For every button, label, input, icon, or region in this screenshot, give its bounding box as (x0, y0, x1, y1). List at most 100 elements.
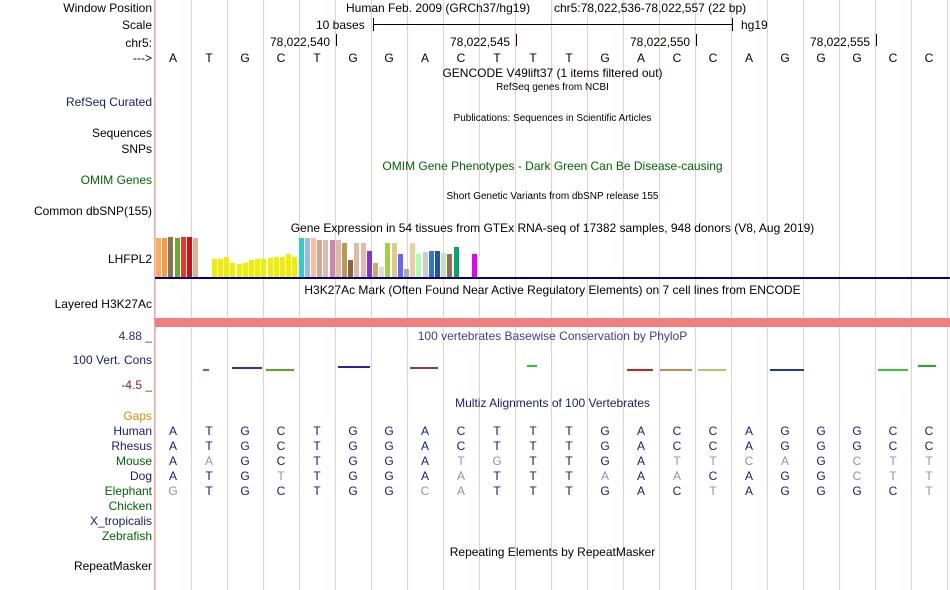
species-label[interactable]: Rhesus (111, 439, 152, 453)
scale-bar (373, 24, 732, 25)
aligned-base: C (888, 484, 898, 498)
gtex-tissue-bar[interactable] (323, 240, 328, 277)
gtex-tissue-bar[interactable] (454, 247, 459, 277)
gtex-tissue-bar[interactable] (305, 238, 310, 277)
snps-track-label[interactable]: SNPs (121, 142, 152, 156)
gtex-tissue-bar[interactable] (255, 259, 260, 277)
refseq-track-label[interactable]: RefSeq Curated (65, 95, 152, 109)
gtex-tissue-bar[interactable] (311, 238, 316, 277)
gtex-tissue-bar[interactable] (466, 248, 471, 277)
gtex-tissue-bar[interactable] (193, 238, 198, 277)
gtex-tissue-bar[interactable] (373, 263, 378, 277)
species-label[interactable]: Human (113, 424, 152, 438)
repeatmasker-track-label[interactable]: RepeatMasker (73, 559, 152, 573)
h3k27ac-track-label[interactable]: Layered H3K27Ac (54, 297, 152, 311)
species-label[interactable]: Zebrafish (101, 529, 152, 543)
gtex-tissue-bar[interactable] (175, 238, 180, 277)
gtex-tissue-bar[interactable] (280, 257, 285, 277)
gtex-tissue-bar[interactable] (485, 263, 490, 277)
base-gridline (263, 0, 264, 590)
gtex-tissue-bar[interactable] (348, 260, 353, 277)
window-position-value[interactable]: chr5:78,022,536-78,022,557 (22 bp) (554, 1, 747, 15)
omim-track-label[interactable]: OMIM Genes (80, 173, 152, 187)
species-label[interactable]: Chicken (108, 499, 152, 513)
aligned-base: G (816, 439, 826, 453)
gtex-tissue-bar[interactable] (168, 237, 173, 277)
gtex-tissue-bar[interactable] (385, 243, 390, 277)
gtex-tissue-bar[interactable] (187, 237, 192, 277)
aligned-base: A (744, 424, 753, 438)
gtex-tissue-bar[interactable] (361, 243, 366, 277)
h3k27ac-signal[interactable] (155, 318, 950, 327)
gtex-tissue-bar[interactable] (292, 257, 297, 277)
base-gridline (407, 0, 408, 590)
repeatmasker-track-title[interactable]: Repeating Elements by RepeatMasker (449, 545, 656, 559)
aligned-base: C (852, 454, 862, 468)
gencode-track-title[interactable]: GENCODE V49lift37 (1 items filtered out) (442, 66, 663, 80)
species-label[interactable]: Elephant (104, 484, 152, 498)
gtex-tissue-bar[interactable] (398, 254, 403, 277)
gtex-tissue-bar[interactable] (181, 237, 186, 277)
aligned-base: G (816, 424, 826, 438)
multiz-track-title[interactable]: Multiz Alignments of 100 Vertebrates (455, 396, 650, 410)
gtex-tissue-bar[interactable] (447, 254, 452, 277)
gtex-tissue-bar[interactable] (286, 254, 291, 277)
phylop-score-mark (203, 369, 209, 371)
gtex-tissue-bar[interactable] (237, 264, 242, 277)
gtex-tissue-bar[interactable] (162, 238, 167, 277)
gtex-tissue-bar[interactable] (441, 253, 446, 277)
phylop-track-title[interactable]: 100 vertebrates Basewise Conservation by… (417, 329, 688, 343)
species-label[interactable]: Mouse (115, 454, 152, 468)
gtex-tissue-bar[interactable] (392, 243, 397, 277)
gtex-tissue-bar[interactable] (472, 254, 477, 277)
h3k27ac-track-title[interactable]: H3K27Ac Mark (Often Found Near Active Re… (304, 283, 801, 297)
gtex-tissue-bar[interactable] (249, 260, 254, 277)
species-label[interactable]: Dog (129, 469, 152, 483)
phylop-track-label[interactable]: 100 Vert. Cons (72, 353, 152, 367)
aligned-base: T (205, 469, 213, 483)
gtex-tissue-bar[interactable] (261, 259, 266, 277)
sequences-track-label[interactable]: Sequences (91, 126, 152, 140)
aligned-base: G (240, 439, 250, 453)
gtex-gene-label[interactable]: LHFPL2 (107, 252, 152, 266)
species-label[interactable]: X_tropicalis (89, 514, 152, 528)
aligned-base: C (672, 484, 682, 498)
gtex-tissue-bar[interactable] (156, 238, 161, 277)
gtex-tissue-bar[interactable] (423, 252, 428, 277)
base-gridline (875, 0, 876, 590)
gtex-tissue-bar[interactable] (206, 238, 211, 277)
aligned-base: G (492, 454, 502, 468)
gtex-tissue-bar[interactable] (199, 238, 204, 277)
gtex-tissue-bar[interactable] (354, 243, 359, 277)
aligned-base: G (240, 484, 250, 498)
dbsnp-track-label[interactable]: Common dbSNP(155) (33, 204, 152, 218)
omim-track-title[interactable]: OMIM Gene Phenotypes - Dark Green Can Be… (382, 159, 723, 173)
gtex-tissue-bar[interactable] (317, 240, 322, 277)
gtex-tissue-bar[interactable] (460, 251, 465, 277)
gtex-tissue-bar[interactable] (416, 254, 421, 277)
reference-base: G (852, 51, 862, 65)
gtex-tissue-bar[interactable] (379, 267, 384, 277)
gtex-tissue-bar[interactable] (299, 238, 304, 277)
gtex-tissue-bar[interactable] (336, 240, 341, 277)
gtex-tissue-bar[interactable] (435, 251, 440, 277)
gtex-tissue-bar[interactable] (367, 251, 372, 277)
aligned-base: G (384, 424, 394, 438)
gtex-tissue-bar[interactable] (224, 257, 229, 277)
gtex-tissue-bar[interactable] (230, 263, 235, 277)
gtex-tissue-bar[interactable] (212, 259, 217, 277)
gtex-tissue-bar[interactable] (330, 240, 335, 277)
gtex-tissue-bar[interactable] (218, 259, 223, 277)
gtex-tissue-bar[interactable] (404, 269, 409, 277)
gtex-tissue-bar[interactable] (268, 258, 273, 277)
gtex-tissue-bar[interactable] (478, 257, 483, 277)
gtex-tissue-bar[interactable] (274, 257, 279, 277)
aligned-base: C (672, 439, 682, 453)
gtex-tissue-bar[interactable] (342, 243, 347, 277)
gtex-track-title[interactable]: Gene Expression in 54 tissues from GTEx … (290, 221, 815, 235)
gtex-tissue-bar[interactable] (410, 243, 415, 277)
scale-db: hg19 (741, 18, 768, 32)
gtex-tissue-bar[interactable] (243, 263, 248, 277)
gtex-tissue-bar[interactable] (429, 251, 434, 277)
